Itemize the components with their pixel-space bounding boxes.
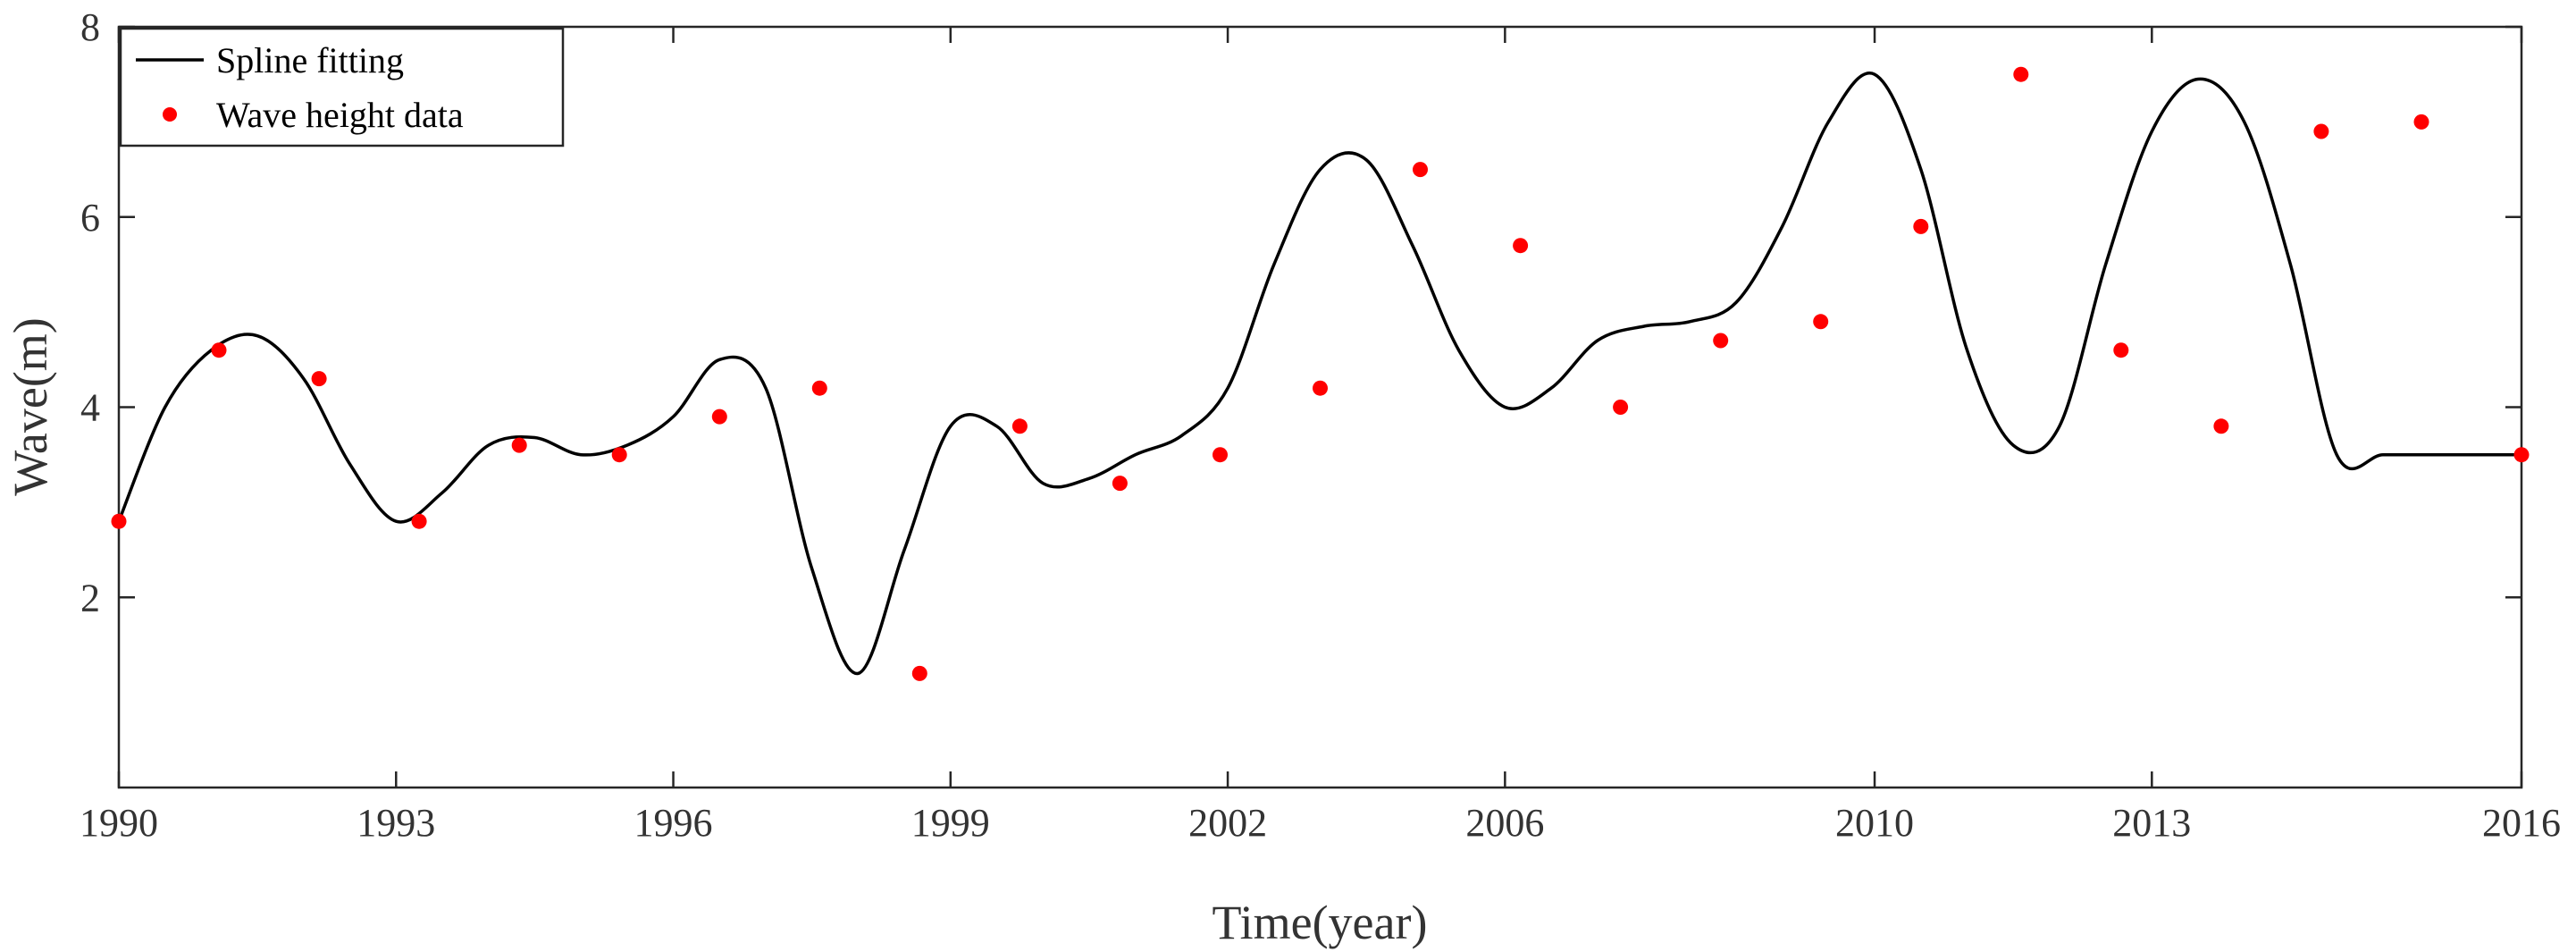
data-point	[2213, 418, 2229, 434]
data-point	[1011, 418, 1028, 434]
legend-label-wave-height-data: Wave height data	[216, 95, 464, 135]
x-tick-label: 1999	[911, 801, 990, 845]
legend-label-spline-fitting: Spline fitting	[216, 40, 404, 80]
data-point	[611, 447, 627, 463]
y-tick-label: 4	[80, 386, 100, 430]
wave-height-data-points	[111, 66, 2530, 681]
plot-area	[117, 25, 2523, 789]
legend-box	[119, 27, 565, 147]
y-tick-label: 6	[80, 196, 100, 240]
data-point	[2413, 114, 2429, 130]
data-point	[1212, 447, 1228, 463]
y-tick-label: 2	[80, 576, 100, 619]
data-point	[1313, 380, 1328, 396]
data-point	[1913, 218, 1929, 234]
data-point	[911, 665, 927, 681]
x-tick-label: 1990	[80, 801, 158, 845]
data-point	[2113, 342, 2129, 358]
data-point	[1112, 476, 1128, 492]
legend: Spline fitting Wave height data	[119, 27, 565, 147]
y-axis-label: Wave(m)	[4, 317, 57, 496]
data-point	[511, 437, 527, 453]
data-point	[211, 342, 227, 358]
data-point	[1513, 238, 1529, 254]
data-point	[411, 513, 427, 529]
y-axis-ticks: 2 4 6 8	[80, 5, 2521, 619]
data-point	[1413, 162, 1428, 178]
data-point	[711, 409, 727, 425]
data-point	[811, 380, 827, 396]
x-tick-label: 1993	[357, 801, 435, 845]
x-tick-label: 2013	[2112, 801, 2191, 845]
x-tick-label: 2002	[1188, 801, 1267, 845]
data-point	[1613, 400, 1629, 415]
data-point	[311, 371, 327, 387]
y-tick-label: 8	[80, 5, 100, 49]
data-point	[2013, 66, 2029, 82]
x-tick-label: 1996	[634, 801, 713, 845]
x-tick-label: 2010	[1835, 801, 1914, 845]
x-axis-ticks: 1990 1993 1996 1999 2002 2006 2010 2013 2016	[80, 27, 2561, 845]
x-axis-label: Time(year)	[1212, 896, 1428, 949]
spline-fitting-line	[117, 72, 2521, 676]
x-tick-label: 2006	[1465, 801, 1544, 845]
data-point	[2513, 447, 2530, 463]
x-tick-label: 2016	[2482, 801, 2561, 845]
legend-marker-swatch	[163, 107, 177, 122]
data-point	[1813, 314, 1829, 330]
data-point	[2313, 123, 2329, 139]
data-point	[1713, 333, 1729, 349]
data-point	[111, 513, 127, 529]
